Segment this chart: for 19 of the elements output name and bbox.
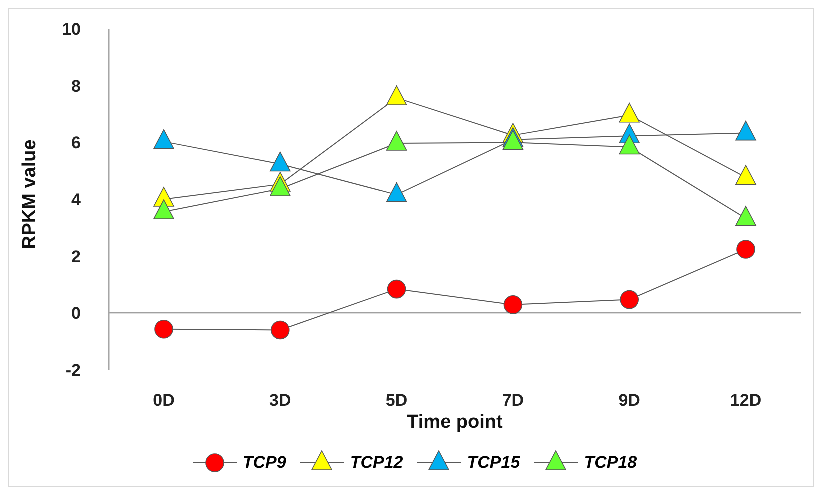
x-tick-label: 7D	[502, 391, 524, 410]
x-tick-label: 0D	[153, 391, 175, 410]
y-tick-label: 0	[72, 304, 81, 324]
x-tick-label: 5D	[386, 391, 408, 410]
y-tick-label: 2	[72, 247, 81, 266]
y-axis-title: RPKM value	[20, 140, 41, 250]
x-tick-label: 9D	[618, 391, 640, 410]
legend-label: TCP18	[584, 453, 638, 473]
legend-label: TCP12	[350, 453, 404, 473]
y-tick-label: -2	[66, 361, 81, 380]
y-tick-label: 8	[72, 76, 81, 96]
x-tick-label: 12D	[730, 391, 762, 410]
x-axis-title: Time point	[407, 412, 504, 433]
y-tick-label: 10	[62, 20, 81, 40]
legend-label: TCP9	[242, 453, 286, 473]
legend-label: TCP15	[467, 453, 520, 473]
y-tick-label: 4	[72, 190, 82, 210]
y-tick-label: 6	[72, 134, 81, 153]
x-tick-label: 3D	[270, 391, 292, 410]
